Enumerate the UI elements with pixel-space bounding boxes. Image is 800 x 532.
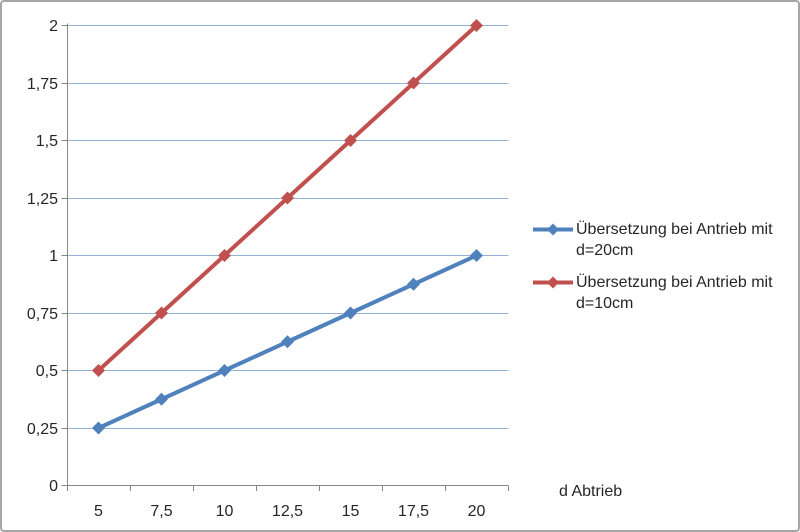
y-tick-label: 2 <box>49 18 58 35</box>
x-axis-title: d Abtrieb <box>559 483 623 500</box>
legend-marker-icon-0 <box>533 223 573 236</box>
x-tick-label: 12,5 <box>272 503 303 520</box>
data-point-marker-s0-3 <box>281 335 294 349</box>
y-tick-label: 1 <box>49 248 58 265</box>
data-point-marker-s1-4 <box>344 134 357 147</box>
legend-entry-0: Übersetzung bei Antrieb mit d=20cm <box>533 219 795 261</box>
y-tick-label: 1,75 <box>27 76 58 93</box>
data-point-marker-s0-2 <box>218 364 231 377</box>
x-tick-label: 5 <box>94 503 103 520</box>
x-tick-label: 7,5 <box>150 503 172 520</box>
data-point-marker-s1-5 <box>407 76 420 90</box>
legend: Übersetzung bei Antrieb mit d=20cm Überse… <box>533 219 795 325</box>
y-tick-label: 0 <box>49 478 58 495</box>
legend-entry-1: Übersetzung bei Antrieb mit d=10cm <box>533 272 795 314</box>
data-point-marker-s1-3 <box>281 191 294 205</box>
data-point-marker-s1-1 <box>155 306 168 320</box>
legend-label-1: Übersetzung bei Antrieb mit d=10cm <box>576 274 773 312</box>
y-tick-label: 1,5 <box>36 133 58 150</box>
data-point-marker-s0-4 <box>344 306 357 320</box>
data-point-marker-s1-0 <box>92 364 105 377</box>
y-tick-label: 0,25 <box>27 421 58 438</box>
data-point-marker-s0-5 <box>407 277 420 291</box>
data-point-marker-s0-6 <box>470 249 483 262</box>
y-tick-label: 1,25 <box>27 191 58 208</box>
y-tick-label: 0,75 <box>27 306 58 323</box>
legend-marker-icon-1 <box>533 276 573 289</box>
y-tick-label: 0,5 <box>36 363 58 380</box>
data-point-marker-s1-2 <box>218 249 231 262</box>
x-tick-label: 15 <box>342 503 360 520</box>
legend-label-0: Übersetzung bei Antrieb mit d=20cm <box>576 221 773 259</box>
x-tick-label: 17,5 <box>398 503 429 520</box>
x-tick-label: 10 <box>216 503 234 520</box>
data-point-marker-s0-0 <box>92 421 105 435</box>
x-tick-label: 20 <box>468 503 486 520</box>
data-point-marker-s1-6 <box>470 19 483 32</box>
data-point-marker-s0-1 <box>155 392 168 406</box>
